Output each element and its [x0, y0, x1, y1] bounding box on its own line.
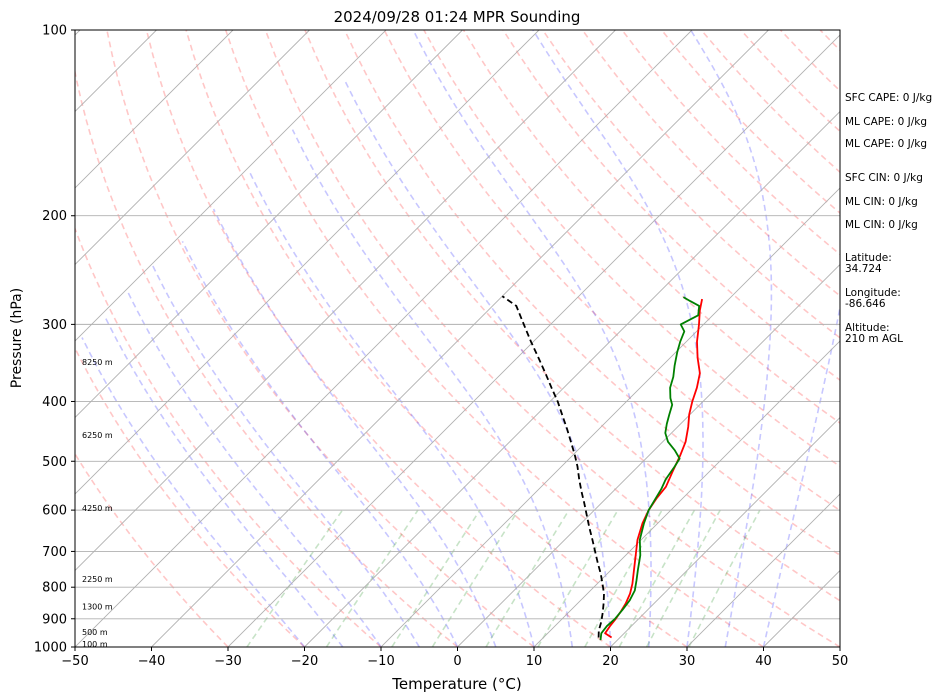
- chart-title: 2024/09/28 01:24 MPR Sounding: [334, 8, 581, 26]
- moist-adiabat: [412, 30, 652, 647]
- height-label: 6250 m: [82, 431, 113, 440]
- mixing-ratio-line: [431, 509, 519, 647]
- mixing-ratio-line: [688, 509, 761, 647]
- moist-adiabat: [103, 314, 344, 647]
- y-tick-label: 100: [42, 24, 67, 39]
- parcel-profile: [501, 295, 605, 638]
- mixing-ratio-line: [584, 509, 663, 647]
- isotherm: [75, 30, 387, 342]
- moist-adiabat: [151, 264, 420, 647]
- stat-ml-cape-2: ML CAPE: 0 J/kg: [845, 138, 928, 150]
- y-tick-label: 300: [42, 318, 67, 333]
- isotherm: [380, 187, 840, 647]
- stat-latitude: Latitude: 34.724: [845, 252, 892, 275]
- isotherm: [75, 30, 693, 647]
- height-labels: 100 m 500 m 1300 m 2250 m 4250 m 6250 m 8250 m: [82, 358, 113, 649]
- stat-longitude: Longitude: -86.646: [845, 287, 901, 310]
- dry-adiabat: [75, 346, 306, 647]
- dry-adiabat: [939, 30, 947, 647]
- x-tick-label: 20: [602, 654, 619, 669]
- stat-altitude: Altitude: 210 m AGL: [845, 322, 903, 345]
- dry-adiabat: [343, 30, 840, 557]
- moist-adiabat: [762, 303, 840, 647]
- y-tick-label: 200: [42, 209, 67, 224]
- x-tick-label: −40: [138, 654, 165, 669]
- moist-adiabat: [212, 208, 497, 647]
- stat-sfc-cape: SFC CAPE: 0 J/kg: [845, 92, 933, 104]
- x-tick-label: 0: [453, 654, 461, 669]
- dry-adiabat: [75, 68, 459, 647]
- y-tick-label: 1000: [34, 641, 67, 656]
- series-layer: [501, 295, 703, 641]
- dry-adiabat: [106, 30, 535, 647]
- isotherm: [75, 30, 310, 266]
- plot-frame: [74, 29, 841, 648]
- stat-ml-cape: ML CAPE: 0 J/kg: [845, 116, 928, 128]
- x-tick-label: 40: [755, 654, 772, 669]
- mixing-ratio-line: [537, 509, 619, 647]
- moist-adiabat: [343, 78, 612, 647]
- dry-adiabat: [383, 30, 840, 512]
- pressure-grid: [75, 29, 840, 648]
- mixing-ratio-line: [485, 509, 570, 647]
- stat-sfc-cin: SFC CIN: 0 J/kg: [845, 172, 923, 184]
- isotherm: [75, 30, 540, 495]
- y-tick-label: 700: [42, 545, 67, 560]
- mixing-ratio-line: [645, 509, 721, 647]
- x-ticks: −50 −40 −30 −20 −10 0 10 20 30 40 50: [61, 647, 848, 669]
- moist-adiabat: [291, 129, 574, 647]
- height-label: 4250 m: [82, 504, 113, 513]
- x-tick-label: −10: [367, 654, 394, 669]
- dry-adiabat: [264, 30, 840, 647]
- temperature-profile: [604, 298, 703, 639]
- isotherm: [151, 30, 769, 647]
- x-tick-label: −30: [214, 654, 241, 669]
- y-tick-label: 500: [42, 455, 67, 470]
- y-axis-label: Pressure (hPa): [9, 288, 25, 388]
- dry-adiabat: [304, 30, 840, 602]
- mixing-ratio-line: [246, 509, 344, 647]
- isotherm: [686, 493, 840, 647]
- x-tick-label: −50: [61, 654, 88, 669]
- height-label: 2250 m: [82, 575, 113, 584]
- height-label: 1300 m: [82, 603, 113, 612]
- isotherm: [304, 110, 840, 647]
- isotherm: [227, 34, 840, 647]
- y-ticks: 1000 900 800 700 600 500 400 300 200 100: [34, 24, 75, 656]
- moist-adiabat: [532, 30, 704, 647]
- stat-ml-cin-2: ML CIN: 0 J/kg: [845, 219, 918, 231]
- x-tick-label: 10: [526, 654, 543, 669]
- height-label: 100 m: [82, 640, 108, 649]
- dewpoint-profile: [599, 296, 701, 641]
- height-label: 8250 m: [82, 358, 113, 367]
- dry-adiabat: [423, 30, 840, 468]
- stat-ml-cin: ML CIN: 0 J/kg: [845, 196, 918, 208]
- isotherm: [610, 416, 840, 647]
- moist-adiabat: [181, 240, 459, 647]
- isotherm: [75, 30, 463, 419]
- dry-adiabat: [75, 226, 382, 647]
- x-tick-label: 30: [679, 654, 696, 669]
- height-label: 500 m: [82, 628, 108, 637]
- dry-adiabat: [145, 30, 611, 647]
- isotherm: [0, 30, 4, 647]
- moist-adiabat: [81, 337, 306, 647]
- moist-adiabat: [126, 290, 382, 647]
- isotherm: [457, 263, 840, 647]
- moist-adiabat: [690, 30, 773, 647]
- y-tick-label: 900: [42, 612, 67, 627]
- dry-adiabat: [75, 452, 229, 647]
- y-tick-label: 600: [42, 504, 67, 519]
- y-tick-label: 800: [42, 581, 67, 596]
- x-tick-label: 50: [832, 654, 849, 669]
- background-lines: [0, 30, 947, 647]
- x-tick-label: −20: [291, 654, 318, 669]
- y-tick-label: 400: [42, 395, 67, 410]
- isotherm: [75, 30, 234, 189]
- moist-adiabat: [248, 171, 535, 647]
- x-axis-label: Temperature (°C): [391, 675, 521, 693]
- isotherm: [75, 30, 616, 572]
